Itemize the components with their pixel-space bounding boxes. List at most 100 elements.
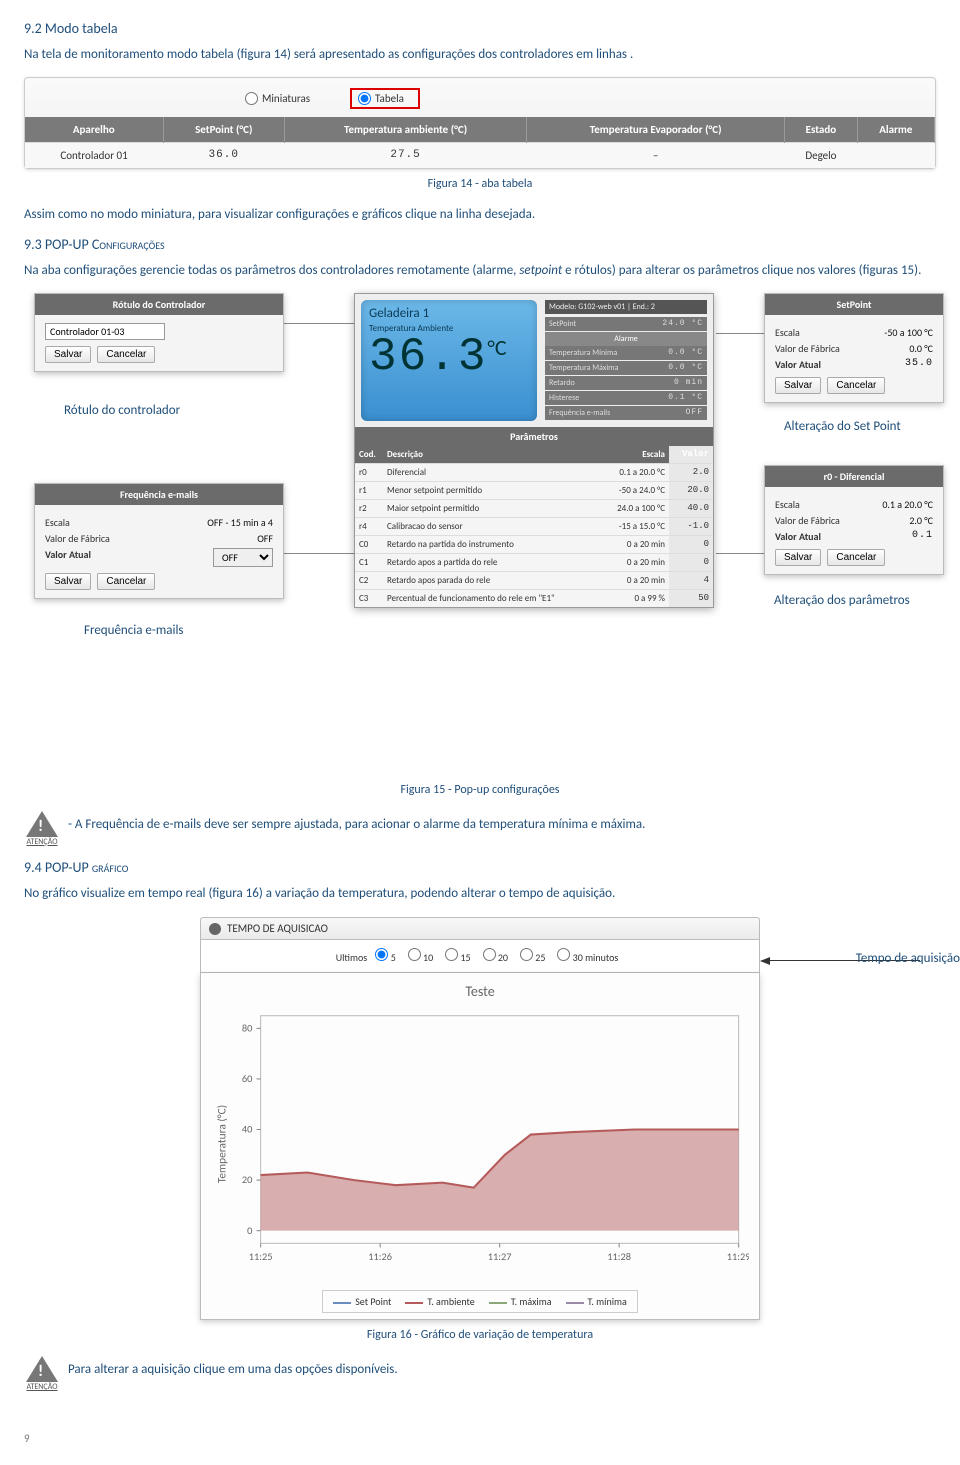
body-9-3: Na aba configurações gerencie todas os p… [24, 261, 936, 281]
sp-atual-v[interactable]: 35.0 [905, 358, 933, 371]
freq-fab-k: Valor de Fábrica [45, 532, 110, 545]
tab-miniaturas[interactable]: Miniaturas [245, 92, 310, 105]
sp-atual-k: Valor Atual [775, 358, 821, 371]
param-row[interactable]: C3Percentual de funcionamento do rele em… [355, 589, 713, 607]
device-info-row: Frequência e-mailsOFF [545, 406, 707, 420]
figure-16-caption: Figura 16 - Gráfico de variação de tempe… [24, 1328, 936, 1342]
device-lcd: Geladeira 1 Temperatura Ambiente 36.3°C [361, 300, 537, 421]
body-9-2: Na tela de monitoramento modo tabela (fi… [24, 45, 936, 65]
col-aparelho: Aparelho [25, 117, 163, 143]
tab-miniaturas-label: Miniaturas [262, 92, 310, 105]
param-col-cod: Cod. [355, 446, 383, 463]
svg-text:80: 80 [242, 1021, 252, 1034]
cancel-button[interactable]: Cancelar [827, 549, 885, 566]
attention-label: ATENÇÃO [24, 837, 60, 847]
save-button[interactable]: Salvar [45, 573, 91, 590]
legend-item: T. máxima [489, 1295, 552, 1308]
body-9-3-a: Na aba configurações gerencie todas os p… [24, 263, 519, 278]
cell-estado: Degelo [785, 142, 858, 168]
ultimos-label: Ultimos [336, 951, 367, 964]
heading-9-2: 9.2 Modo tabela [24, 20, 936, 37]
param-header: Cod. Descrição Escala Valor [355, 446, 713, 463]
callout-frequencia: Frequência e-mails [84, 623, 184, 638]
r0-escala-v: 0.1 a 20.0 °C [882, 498, 933, 511]
device-unit: °C [487, 334, 506, 361]
device-info-row: Histerese0.1 °C [545, 391, 707, 405]
body-9-4: No gráfico visualize em tempo real (figu… [24, 884, 936, 904]
freq-select[interactable]: OFF [213, 548, 273, 567]
cancel-button[interactable]: Cancelar [827, 377, 885, 394]
param-row[interactable]: C0Retardo na partida do instrumento0 a 2… [355, 535, 713, 553]
device-name: Geladeira 1 [369, 306, 529, 321]
sp-fab-v: 0.0 °C [909, 342, 933, 355]
device-sp-v[interactable]: 24.0 °C [662, 319, 703, 329]
device-info-row: Temperatura Mínima0.0 °C [545, 346, 707, 360]
cancel-button[interactable]: Cancelar [97, 346, 155, 363]
aq-option[interactable]: 5 [375, 951, 395, 964]
aq-option[interactable]: 25 [520, 951, 545, 964]
body-9-3-b: setpoint [519, 263, 562, 278]
param-row[interactable]: r2Maior setpoint permitido24.0 a 100 °C4… [355, 499, 713, 517]
chart-legend: Set PointT. ambienteT. máximaT. mínima [322, 1290, 638, 1313]
figure-14-panel: Miniaturas Tabela Aparelho SetPoint (°C)… [24, 77, 936, 169]
callout-r0: Alteração dos parâmetros [774, 593, 910, 608]
param-row[interactable]: C2Retardo apos parada do rele0 a 20 min4 [355, 571, 713, 589]
callout-arrow-head [760, 957, 770, 965]
save-button[interactable]: Salvar [775, 377, 821, 394]
param-row[interactable]: r1Menor setpoint permitido-50 a 24.0 °C2… [355, 481, 713, 499]
cancel-button[interactable]: Cancelar [97, 573, 155, 590]
device-model: Modelo: G102-web v01 | End.: 2 [545, 300, 707, 314]
r0-fab-k: Valor de Fábrica [775, 514, 840, 527]
popup-freq-header: Frequência e-mails [35, 484, 283, 505]
radio-tabela[interactable] [358, 92, 371, 105]
legend-item: T. mínima [566, 1295, 627, 1308]
aq-option[interactable]: 20 [483, 951, 508, 964]
param-col-desc: Descrição [383, 446, 589, 463]
tab-tabela-label: Tabela [375, 92, 404, 105]
param-row[interactable]: r0Diferencial0.1 a 20.0 °C2.0 [355, 463, 713, 481]
save-button[interactable]: Salvar [45, 346, 91, 363]
r0-atual-v[interactable]: 0.1 [912, 530, 933, 543]
callout-tempo: Tempo de aquisição [856, 951, 960, 966]
callout-rotulo: Rótulo do controlador [64, 403, 180, 418]
param-row[interactable]: C1Retardo apos a partida do rele0 a 20 m… [355, 553, 713, 571]
table-row[interactable]: Controlador 01 36.0 27.5 – Degelo [25, 142, 935, 168]
aq-option[interactable]: 30 minutos [557, 951, 618, 964]
heading-9-4-text: 9.4 POP-UP gráfico [24, 859, 128, 876]
r0-escala-k: Escala [775, 498, 800, 511]
cell-temp-amb: 27.5 [284, 142, 526, 168]
aq-option[interactable]: 15 [445, 951, 470, 964]
save-button[interactable]: Salvar [775, 549, 821, 566]
param-row[interactable]: r4Calibracao do sensor-15 a 15.0 °C-1.0 [355, 517, 713, 535]
freq-escala-k: Escala [45, 516, 70, 529]
svg-text:0: 0 [247, 1224, 252, 1237]
tab-tabela[interactable]: Tabela [350, 88, 420, 109]
freq-escala-v: OFF - 15 min a 4 [207, 516, 273, 529]
aquisition-header: TEMPO DE AQUISICAO [200, 917, 760, 940]
r0-atual-k: Valor Atual [775, 530, 821, 543]
view-mode-tabs: Miniaturas Tabela [25, 84, 935, 117]
body-9-3-c: e rótulos) para alterar os parâmetros cl… [562, 263, 921, 278]
aquisition-options: Ultimos 5 10 15 20 25 30 minutos [200, 940, 760, 973]
aq-option[interactable]: 10 [408, 951, 433, 964]
device-temp: 36.3 [369, 331, 487, 383]
attention-1-text: - A Frequência de e-mails deve ser sempr… [68, 811, 645, 832]
page-number: 9 [24, 1432, 936, 1445]
radio-miniaturas[interactable] [245, 92, 258, 105]
connector-line [716, 333, 766, 334]
cell-setpoint: 36.0 [163, 142, 284, 168]
figure-16-panel: TEMPO DE AQUISICAO Ultimos 5 10 15 20 25… [200, 917, 760, 1320]
figure-15-caption: Figura 15 - Pop-up configurações [24, 783, 936, 797]
connector-line [284, 323, 354, 324]
freq-atual-k: Valor Atual [45, 548, 91, 567]
attention-1: ATENÇÃO - A Frequência de e-mails deve s… [24, 811, 936, 847]
sp-escala-k: Escala [775, 326, 800, 339]
popup-r0: r0 - Diferencial Escala0.1 a 20.0 °C Val… [764, 465, 944, 575]
sp-escala-v: -50 a 100 °C [884, 326, 933, 339]
device-info-row: Temperatura Máxima0.0 °C [545, 361, 707, 375]
heading-9-3-text: 9.3 POP-UP Configurações [24, 236, 165, 253]
heading-9-4: 9.4 POP-UP gráfico [24, 859, 936, 876]
controllers-table: Aparelho SetPoint (°C) Temperatura ambie… [25, 117, 935, 168]
svg-text:11:26: 11:26 [368, 1250, 392, 1263]
rotulo-input[interactable] [45, 323, 165, 340]
